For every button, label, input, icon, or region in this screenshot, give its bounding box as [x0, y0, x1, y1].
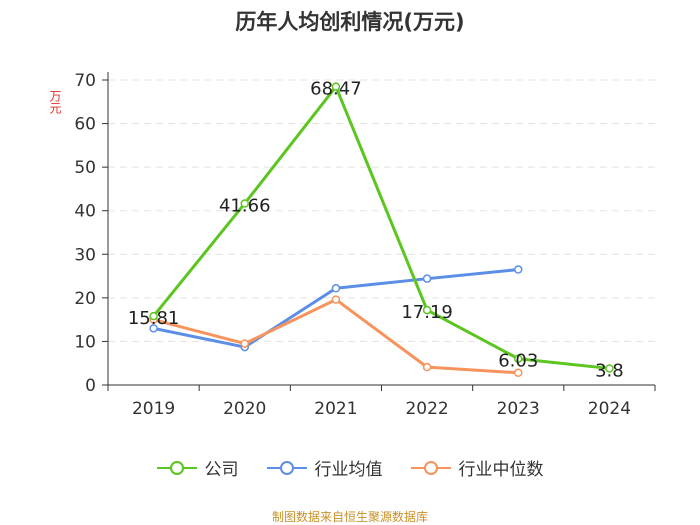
y-tick-label: 30 [74, 245, 96, 265]
legend-swatch [156, 460, 197, 475]
data-point [331, 284, 341, 293]
y-tick-label: 20 [74, 289, 96, 309]
legend-swatch [410, 460, 451, 475]
legend-label: 行业均值 [314, 460, 383, 480]
legend-label: 行业中位数 [458, 460, 544, 480]
data-label: 41.66 [219, 195, 271, 216]
data-point [514, 265, 523, 274]
x-tick-label: 2020 [223, 399, 266, 419]
data-point [422, 362, 432, 372]
y-tick-label: 50 [74, 158, 96, 178]
data-label: 15.81 [128, 308, 180, 329]
data-point [331, 82, 341, 91]
data-label: 17.19 [401, 302, 453, 323]
data-point [422, 305, 432, 315]
legend-item[interactable]: 行业均值 [266, 455, 383, 480]
data-point [240, 339, 249, 348]
legend-swatch [266, 460, 307, 475]
legend-item[interactable]: 公司 [156, 455, 239, 480]
legend-item[interactable]: 行业中位数 [410, 455, 544, 480]
grid [108, 79, 655, 342]
series-line-0 [152, 85, 610, 370]
y-axis-label: 万元 [48, 90, 62, 114]
data-point [149, 324, 158, 333]
data-labels: 15.81 41.66 68.47 17.19 6.03 3.8 [128, 79, 624, 382]
data-point [605, 364, 614, 373]
x-tick-label: 2024 [588, 399, 631, 419]
source-note: 制图数据来自恒生聚源数据库 [271, 510, 428, 524]
data-point [422, 274, 432, 283]
data-point [149, 311, 158, 321]
y-tick-label: 0 [85, 376, 96, 396]
data-label: 6.03 [498, 351, 538, 372]
chart-title: 历年人均创利情况(万元) [235, 10, 465, 34]
y-tick-label: 10 [74, 332, 96, 352]
x-tick-label: 2023 [497, 399, 540, 419]
y-tick-label: 70 [74, 71, 96, 91]
data-label: 68.47 [310, 79, 362, 100]
data-point [331, 295, 341, 304]
data-label: 3.8 [595, 360, 624, 381]
data-point [514, 368, 523, 378]
y-tick-label: 40 [74, 202, 96, 222]
axes: 0 10 20 30 40 50 60 70 2019 2020 2021 2022 2023 2024 [74, 71, 656, 419]
x-tick-label: 2022 [405, 399, 448, 419]
data-point [240, 199, 249, 208]
data-point [514, 354, 523, 363]
legend-label: 公司 [204, 460, 239, 480]
x-tick-label: 2019 [132, 399, 175, 419]
x-tick-label: 2021 [314, 399, 357, 419]
y-tick-label: 60 [74, 115, 96, 135]
series-line-2 [153, 298, 519, 375]
series [149, 82, 614, 378]
legend: 公司 行业均值 行业中位数 [0, 455, 700, 480]
